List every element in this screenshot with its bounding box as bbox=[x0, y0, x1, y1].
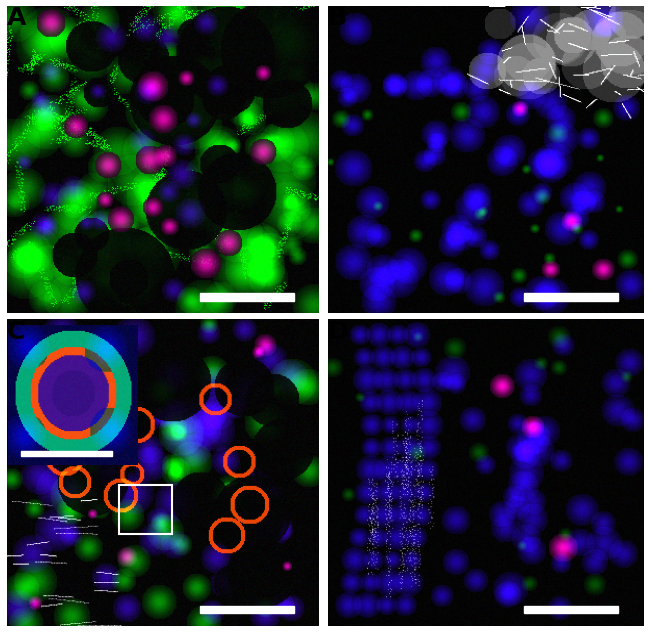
Bar bbox=[524, 605, 618, 614]
Bar bbox=[200, 293, 294, 301]
Bar bbox=[524, 293, 618, 301]
Text: C: C bbox=[6, 320, 25, 344]
Text: D: D bbox=[328, 320, 349, 344]
Bar bbox=[119, 485, 172, 533]
Bar bbox=[200, 605, 294, 614]
Text: B: B bbox=[328, 6, 347, 30]
Text: A: A bbox=[6, 6, 26, 30]
